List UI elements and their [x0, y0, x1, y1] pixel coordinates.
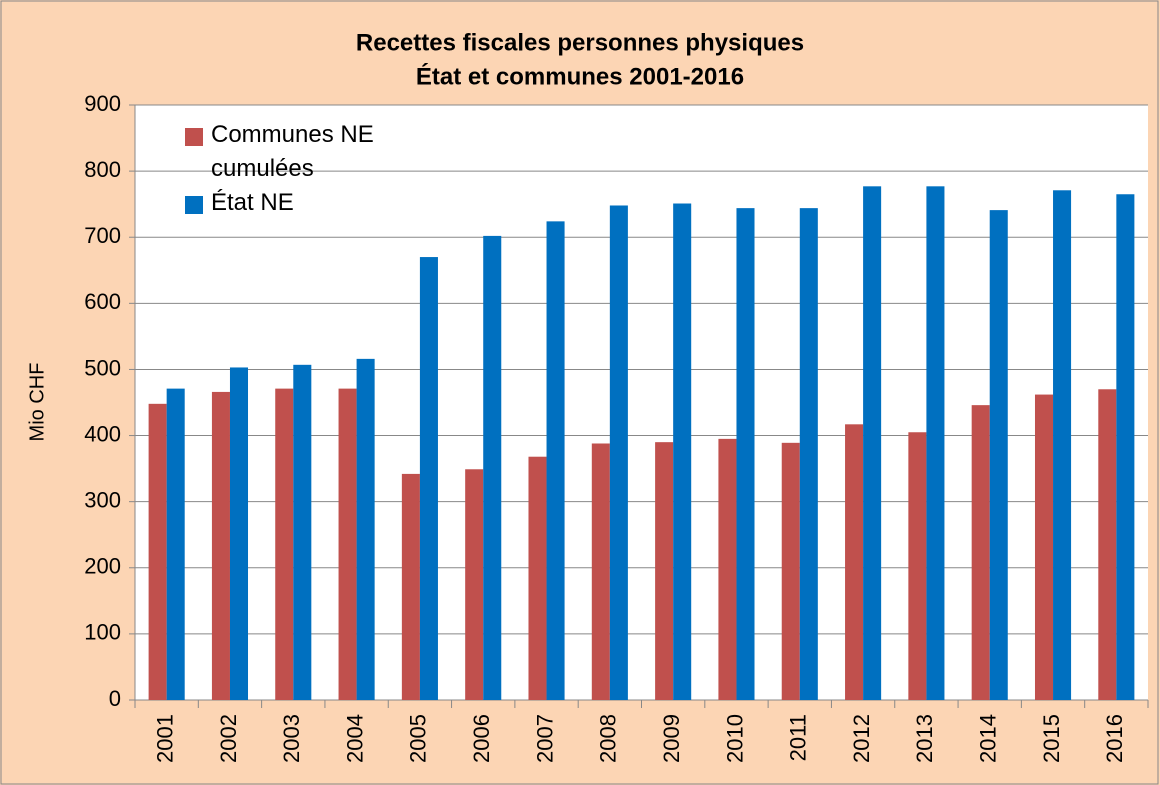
bar — [1116, 194, 1135, 700]
legend-swatch — [185, 128, 203, 146]
y-tick-label: 700 — [84, 223, 121, 248]
bar — [781, 442, 800, 700]
x-tick-label: 2012 — [849, 714, 874, 763]
y-tick-label: 900 — [84, 91, 121, 116]
bar — [338, 388, 357, 700]
x-tick-label: 2015 — [1039, 714, 1064, 763]
y-tick-label: 0 — [109, 686, 121, 711]
bar — [293, 364, 312, 700]
chart-title: Recettes fiscales personnes physiques — [356, 29, 804, 56]
bar — [736, 208, 755, 700]
y-axis-label: Mio CHF — [26, 363, 48, 442]
bar — [926, 186, 945, 701]
bar — [419, 257, 438, 700]
x-tick-label: 2002 — [216, 714, 241, 763]
bar — [483, 235, 502, 700]
y-tick-label: 400 — [84, 421, 121, 446]
bar — [356, 358, 375, 700]
x-tick-label: 2005 — [406, 714, 431, 763]
bar — [275, 388, 294, 700]
x-tick-label: 2001 — [152, 714, 177, 763]
bar — [863, 186, 882, 701]
legend-item: Communes NE cumulées — [185, 118, 415, 186]
bar — [799, 208, 818, 700]
x-tick-label: 2007 — [532, 714, 557, 763]
chart-title: État et communes 2001-2016 — [416, 62, 744, 90]
x-tick-label: 2016 — [1102, 714, 1127, 763]
x-tick-label: 2004 — [342, 714, 367, 763]
bar — [1098, 389, 1117, 700]
bar — [971, 405, 990, 700]
y-tick-label: 800 — [84, 157, 121, 182]
bar — [401, 473, 420, 700]
bar — [148, 403, 167, 700]
y-tick-label: 200 — [84, 554, 121, 579]
legend-label: État NE — [211, 189, 294, 216]
x-tick-label: 2008 — [596, 714, 621, 763]
bar — [166, 388, 185, 700]
y-tick-label: 500 — [84, 355, 121, 380]
legend: Communes NE cumulées État NE — [185, 118, 415, 220]
bar — [546, 221, 565, 700]
legend-label: Communes NE cumulées — [211, 121, 374, 182]
bar — [718, 438, 737, 700]
bar — [1053, 190, 1072, 701]
bar — [989, 210, 1008, 700]
bar — [673, 203, 692, 700]
y-tick-label: 600 — [84, 289, 121, 314]
x-tick-label: 2013 — [912, 714, 937, 763]
x-tick-label: 2014 — [976, 714, 1001, 763]
y-tick-label: 100 — [84, 620, 121, 645]
x-tick-label: 2006 — [469, 714, 494, 763]
x-tick-label: 2011 — [786, 714, 811, 761]
bar — [845, 424, 864, 700]
x-tick-label: 2009 — [659, 714, 684, 763]
bar — [591, 443, 610, 700]
bar — [229, 367, 249, 700]
bar — [528, 456, 547, 700]
x-tick-label: 2003 — [279, 714, 304, 763]
bar — [609, 205, 628, 700]
bar — [908, 432, 927, 700]
y-tick-label: 300 — [84, 487, 121, 512]
legend-item: État NE — [185, 186, 415, 220]
x-tick-label: 2010 — [722, 714, 747, 763]
bar — [465, 469, 484, 700]
bar — [1034, 394, 1054, 700]
bar — [211, 391, 230, 700]
legend-swatch — [185, 196, 203, 214]
bar — [655, 442, 674, 700]
